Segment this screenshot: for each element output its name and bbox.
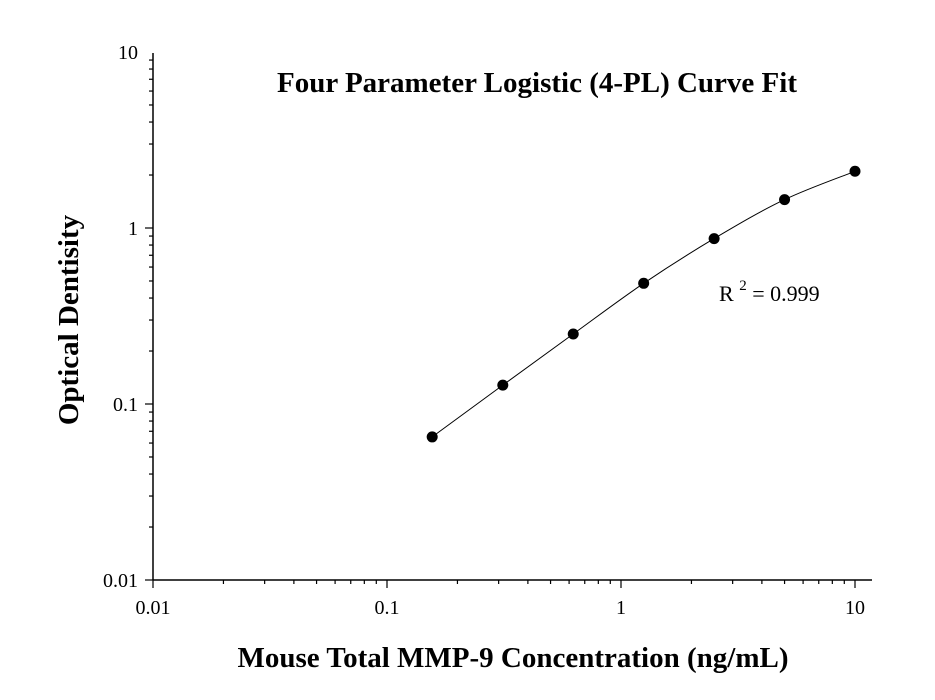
chart-title: Four Parameter Logistic (4-PL) Curve Fit bbox=[277, 67, 797, 99]
y-tick-label: 10 bbox=[118, 42, 138, 64]
data-point bbox=[849, 165, 861, 177]
data-point bbox=[779, 194, 791, 206]
x-tick-label: 0.01 bbox=[136, 597, 171, 619]
x-tick-label: 10 bbox=[845, 597, 865, 619]
points-layer bbox=[426, 165, 861, 443]
y-tick-label: 0.01 bbox=[103, 570, 138, 592]
y-axis-label: Optical Dentisity bbox=[53, 214, 85, 425]
data-point bbox=[638, 277, 650, 289]
y-tick-label: 0.1 bbox=[113, 394, 138, 416]
x-tick-label: 0.1 bbox=[375, 597, 400, 619]
text-layer: Four Parameter Logistic (4-PL) Curve Fit… bbox=[53, 67, 820, 674]
data-point bbox=[567, 328, 579, 340]
axes-layer: 0.01 0.1 1 10 0.01 0.1 1 10 bbox=[103, 42, 872, 619]
y-tick-label: 1 bbox=[128, 218, 138, 240]
r-squared-value: = 0.999 bbox=[752, 281, 819, 306]
data-point bbox=[497, 379, 509, 391]
data-point bbox=[426, 431, 438, 443]
r-squared-superscript: 2 bbox=[739, 278, 747, 294]
r-squared-annotation: R 2 = 0.999 bbox=[719, 270, 820, 306]
data-point bbox=[708, 233, 720, 245]
r-squared-base: R bbox=[719, 281, 734, 306]
x-tick-label: 1 bbox=[616, 597, 626, 619]
x-axis-label: Mouse Total MMP-9 Concentration (ng/mL) bbox=[238, 642, 789, 674]
